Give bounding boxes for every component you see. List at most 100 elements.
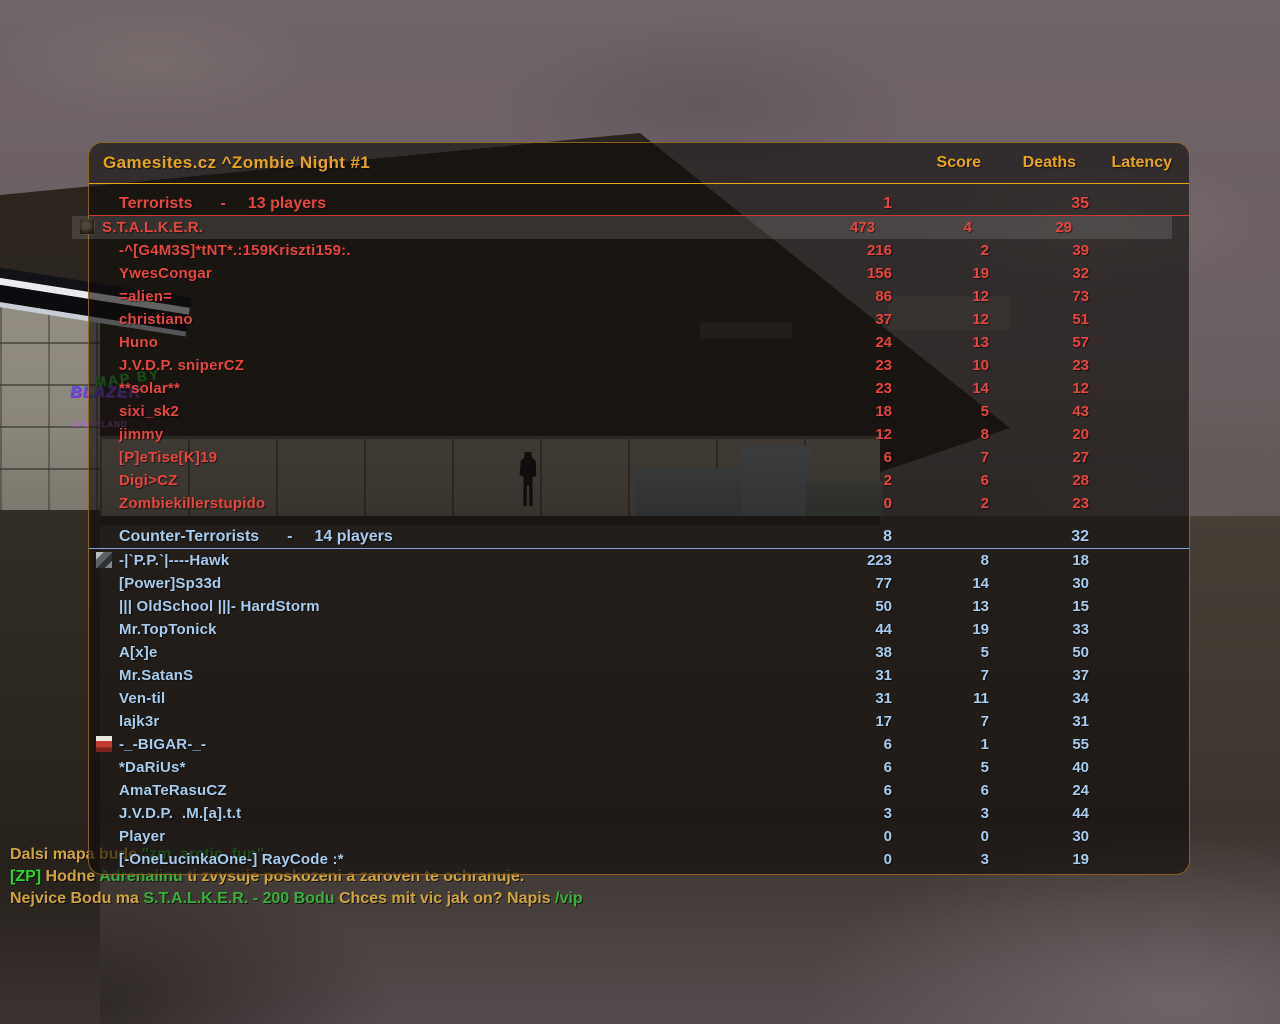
player-score-value: 24 [875,334,892,351]
player-name: lajk3r [119,713,160,730]
player-name: Digi>CZ [119,472,178,489]
player-row: **solar** 23 14 12 [89,377,1189,400]
player-score-value: 37 [875,311,892,328]
player-name: ||| OldSchool |||- HardStorm [119,598,320,615]
player-name: J.V.D.P. .M.[a].t.t [119,805,242,822]
player-latency-value: 55 [1072,736,1089,753]
column-header-latency: Latency [1111,154,1172,171]
player-deaths-value: 10 [972,357,989,374]
player-row: ||| OldSchool |||- HardStorm 50 13 15 [89,595,1189,618]
chat-text-segment: S.T.A.L.K.E.R. - 200 Bodu [143,890,335,907]
player-name: Huno [119,334,159,351]
player-latency-value: 20 [1072,426,1089,443]
player-deaths-value: 7 [980,713,989,730]
scoreboard-panel: Gamesites.cz ^Zombie Night #1 Score Deat… [72,142,1190,875]
player-score-value: 3 [883,805,892,822]
player-latency-value: 28 [1072,472,1089,489]
player-row: -^[G4M3S]*tNT*.:159Kriszti159:. 216 2 39 [89,239,1189,262]
chat-text-segment: Nejvice Bodu ma [10,890,144,907]
player-row: S.T.A.L.K.E.R. 473 4 29 [72,216,1172,239]
player-deaths-value: 8 [980,426,989,443]
player-latency-value: 19 [1072,851,1089,868]
player-deaths-value: 14 [972,575,989,592]
player-name: Mr.SatanS [119,667,194,684]
header-divider [89,183,1189,184]
player-row: lajk3r 17 7 31 [89,710,1189,733]
player-score-value: 17 [875,713,892,730]
player-row: A[x]e 38 5 50 [89,641,1189,664]
player-row: christiano 37 12 51 [89,308,1189,331]
player-name: Ven-til [119,690,166,707]
player-name: Zombiekillerstupido [119,495,266,512]
bigar-badge-icon [96,736,112,752]
player-latency-value: 40 [1072,759,1089,776]
player-deaths-value: 2 [980,495,989,512]
server-name: Gamesites.cz ^Zombie Night #1 [103,153,371,172]
player-score-value: 216 [866,242,892,259]
player-row: [-OneLucinkaOne-] RayCode :* 0 3 19 [89,848,1189,871]
player-latency-value: 23 [1072,495,1089,512]
player-row: Huno 24 13 57 [89,331,1189,354]
block-wall [0,298,100,512]
team-latency-value: 35 [1071,195,1089,212]
team-divider [89,548,1189,549]
player-latency-value: 15 [1072,598,1089,615]
scoreboard-header: Gamesites.cz ^Zombie Night #1 Score Deat… [89,149,1189,177]
player-name: [-OneLucinkaOne-] RayCode :* [119,851,344,868]
team-score-value: 1 [883,195,892,212]
chat-line: Nejvice Bodu ma S.T.A.L.K.E.R. - 200 Bod… [10,888,583,910]
player-score-value: 77 [875,575,892,592]
player-score-value: 23 [875,380,892,397]
player-row: Zombiekillerstupido 0 2 23 [89,492,1189,515]
player-deaths-value: 6 [980,782,989,799]
player-deaths-value: 12 [972,311,989,328]
team-name: Terrorists [119,195,193,212]
player-row: -_-BIGAR-_- 6 1 55 [89,733,1189,756]
team-header-row: Terrorists - 13 players 1 35 [89,192,1189,215]
player-latency-value: 43 [1072,403,1089,420]
player-name: AmaTeRasuCZ [119,782,227,799]
player-row: AmaTeRasuCZ 6 6 24 [89,779,1189,802]
player-name: J.V.D.P. sniperCZ [119,357,245,374]
player-latency-value: 34 [1072,690,1089,707]
player-deaths-value: 2 [980,242,989,259]
player-score-value: 473 [849,219,875,236]
player-row: [Power]Sp33d 77 14 30 [89,572,1189,595]
player-name: =alien= [119,288,173,305]
player-latency-value: 27 [1072,449,1089,466]
player-score-value: 12 [875,426,892,443]
team-player-count: 14 players [314,528,393,545]
team-gap [89,515,1189,525]
player-score-value: 18 [875,403,892,420]
player-latency-value: 33 [1072,621,1089,638]
column-header-deaths: Deaths [1022,154,1076,171]
player-latency-value: 12 [1072,380,1089,397]
player-name: Mr.TopTonick [119,621,217,638]
chat-text-segment: [ZP] [10,868,42,885]
player-latency-value: 24 [1072,782,1089,799]
player-deaths-value: 5 [980,759,989,776]
player-name: christiano [119,311,193,328]
player-row: Ven-til 31 11 34 [89,687,1189,710]
player-deaths-value: 5 [980,403,989,420]
team-score-value: 8 [883,528,892,545]
player-name: -^[G4M3S]*tNT*.:159Kriszti159:. [119,242,351,259]
player-row: Digi>CZ 2 6 28 [89,469,1189,492]
player-latency-value: 50 [1072,644,1089,661]
player-deaths-value: 13 [972,598,989,615]
player-row: J.V.D.P. .M.[a].t.t 3 3 44 [89,802,1189,825]
player-name: **solar** [119,380,181,397]
player-score-value: 44 [875,621,892,638]
player-row: J.V.D.P. sniperCZ 23 10 23 [89,354,1189,377]
player-latency-value: 32 [1072,265,1089,282]
player-name: A[x]e [119,644,158,661]
player-score-value: 31 [875,667,892,684]
player-name: sixi_sk2 [119,403,179,420]
player-deaths-value: 8 [980,552,989,569]
team-header-row: Counter-Terrorists - 14 players 8 32 [89,525,1189,548]
player-name: YwesCongar [119,265,212,282]
player-row: -|`P.P.`|----Hawk 223 8 18 [89,549,1189,572]
team-separator: - [220,195,226,212]
player-name: Player [119,828,166,845]
